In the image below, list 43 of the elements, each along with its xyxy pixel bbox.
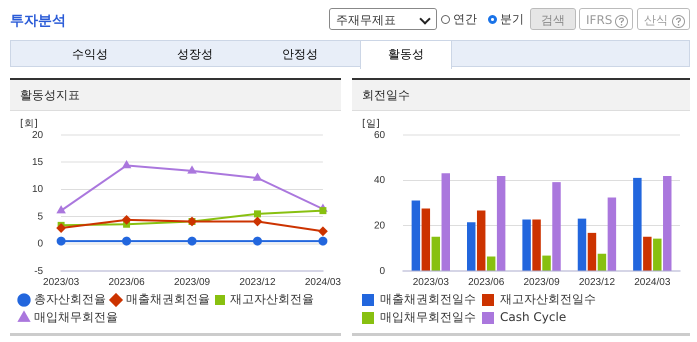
x-tick-label: 2024/03 [634,276,671,288]
x-tick-label: 2023/03 [43,276,80,288]
text: 연간 [441,8,487,30]
legend-label: Cash Cycle [500,310,566,324]
legend-label: 재고자산회전일수 [500,292,596,306]
text: 성장성 [176,46,214,63]
y-tick-label: 5 [38,211,44,222]
x-tick-label: 2023/09 [174,276,211,288]
chart-title: 회전일수 [352,80,690,111]
y-tick-label: 10 [32,184,44,196]
y-tick-label: 0 [380,266,386,277]
x-tick-label: 2024/03 [304,276,342,288]
y-tick-label: -5 [34,266,44,277]
text: 분기 [488,8,528,30]
y-axis-title: [일] [362,118,380,130]
text: 투자분석 [10,12,66,30]
text: 산식 [637,8,690,30]
y-axis-title: [회] [20,118,38,130]
text: 안정성 [281,46,319,63]
legend-label: 매출채권회전일수 [380,292,476,306]
x-tick-label: 2023/06 [468,276,505,288]
x-tick-label: 2023/12 [239,276,276,288]
legend-label: 재고자산회전율 [230,292,314,306]
x-tick-label: 2023/03 [412,276,450,288]
y-tick-label: 60 [374,130,386,141]
legend-label: 총자산회전율 [34,292,106,306]
x-tick-label: 2023/12 [578,276,616,288]
y-tick-label: 40 [374,175,386,186]
x-tick-label: 2023/06 [108,276,146,288]
y-tick-label: 20 [374,220,386,232]
chart-title: 활동성지표 [10,80,341,111]
legend-label: 매입채무회전일수 [380,310,476,324]
legend-label: 매입채무회전율 [34,310,118,324]
text: 주재무제표 [329,8,437,30]
text: 활동성 [360,40,452,69]
y-tick-label: 0 [38,238,44,250]
x-tick-label: 2023/09 [523,276,560,288]
text: 수익성 [71,46,109,63]
y-tick-label: 15 [32,156,44,168]
text: 검색 [530,8,576,30]
y-tick-label: 20 [32,130,44,141]
legend-label: 매출채권회전율 [126,292,210,306]
text: IFRS [579,8,633,30]
